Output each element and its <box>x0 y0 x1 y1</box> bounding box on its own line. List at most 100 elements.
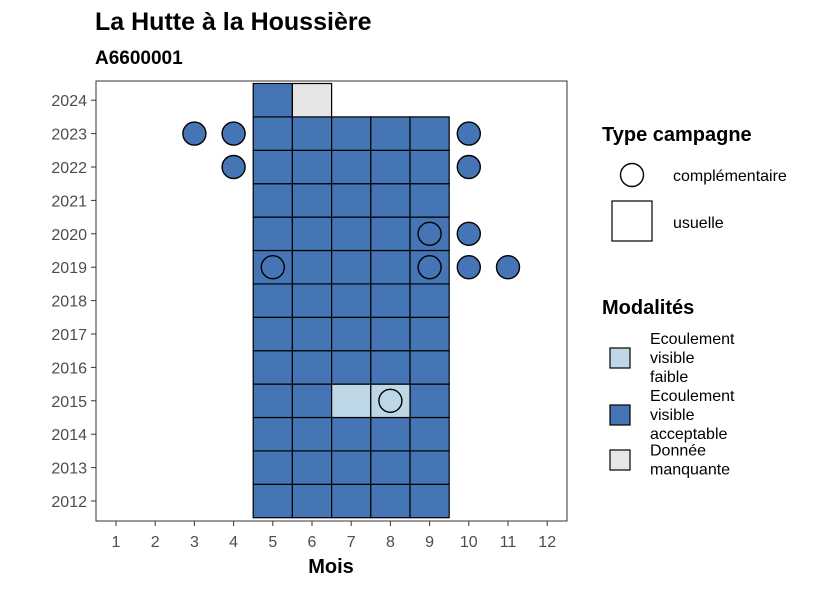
point-complementaire <box>221 121 246 146</box>
tile-usuelle <box>331 183 372 218</box>
y-tick-label: 2016 <box>51 360 87 377</box>
tile-usuelle <box>291 416 333 452</box>
tile-usuelle <box>370 116 411 151</box>
tile-usuelle <box>370 283 411 318</box>
chart-marks <box>182 82 521 519</box>
tile-usuelle <box>370 316 411 352</box>
x-tick-label: 1 <box>112 534 121 551</box>
legend-modalite-label: Ecoulement <box>650 331 735 348</box>
tile-usuelle <box>252 383 293 419</box>
tile-usuelle <box>331 249 372 285</box>
tile-usuelle <box>409 450 450 485</box>
tile-usuelle <box>331 350 372 385</box>
legend-type-title: Type campagne <box>602 124 752 146</box>
point-complementaire <box>417 255 442 280</box>
tile-usuelle <box>291 450 333 485</box>
x-tick-label: 2 <box>151 534 160 551</box>
x-tick-label: 5 <box>268 534 277 551</box>
tile-usuelle <box>291 216 333 252</box>
tile-usuelle <box>331 483 372 519</box>
legend-modalite-label: Donnée <box>650 443 706 460</box>
x-tick-label: 4 <box>229 534 238 551</box>
legend-label-complementaire: complémentaire <box>673 168 787 185</box>
tile-usuelle <box>370 183 411 218</box>
tile-usuelle <box>252 82 293 118</box>
tile-usuelle <box>252 283 293 318</box>
tile-usuelle <box>331 416 372 452</box>
tile-usuelle <box>331 149 372 185</box>
point-complementaire <box>495 255 521 280</box>
chart-title: La Hutte à la Houssière <box>95 8 372 36</box>
x-tick-label: 12 <box>538 534 556 551</box>
tile-usuelle <box>370 149 411 185</box>
x-axis-title: Mois <box>308 556 354 578</box>
legend-modalite-label: faible <box>650 369 688 386</box>
legend-swatch <box>609 347 631 369</box>
tile-usuelle <box>409 483 450 519</box>
legend-modalite-label: acceptable <box>650 426 727 443</box>
point-complementaire <box>221 154 246 180</box>
y-tick-label: 2012 <box>51 494 87 511</box>
legend-modalite-label: manquante <box>650 462 730 479</box>
y-tick-label: 2020 <box>51 227 87 244</box>
tile-usuelle <box>252 416 293 452</box>
tile-usuelle <box>331 216 372 252</box>
tile-usuelle <box>331 116 372 151</box>
legend-swatch <box>609 449 631 471</box>
tile-usuelle <box>291 283 333 318</box>
point-complementaire <box>456 255 481 280</box>
legend-modalites: Modalités Ecoulement visible faible Ecoulem… <box>602 297 735 479</box>
chart-subtitle: A6600001 <box>95 48 183 69</box>
y-tick-label: 2024 <box>51 93 87 110</box>
legend-type-campagne: Type campagne complémentaire usuelle <box>602 124 787 242</box>
tile-usuelle <box>291 316 333 352</box>
point-complementaire <box>417 221 442 247</box>
legend-square-key <box>611 200 653 242</box>
x-tick-label: 7 <box>347 534 356 551</box>
tile-usuelle <box>409 316 450 352</box>
tile-usuelle <box>252 149 293 185</box>
tile-usuelle <box>331 383 372 419</box>
y-tick-label: 2015 <box>51 394 87 411</box>
tile-usuelle <box>291 249 333 285</box>
tile-usuelle <box>409 416 450 452</box>
tile-usuelle <box>291 149 333 185</box>
tile-usuelle <box>291 483 333 519</box>
y-tick-label: 2018 <box>51 294 87 311</box>
tile-usuelle <box>252 183 293 218</box>
legend-circle-key <box>619 162 645 188</box>
tile-usuelle <box>409 183 450 218</box>
tile-layer <box>252 82 450 519</box>
legend-modalite-label: visible <box>650 350 695 367</box>
x-tick-label: 11 <box>500 534 517 551</box>
point-complementaire <box>378 388 403 413</box>
legend-swatch <box>609 404 631 426</box>
tile-usuelle <box>331 316 372 352</box>
chart-axes: 1 2 3 4 5 6 7 8 9 10 11 122012201320142015201620172… <box>51 80 568 551</box>
tile-usuelle <box>291 383 333 419</box>
y-tick-label: 2022 <box>51 160 87 177</box>
tile-usuelle <box>409 149 450 185</box>
y-tick-label: 2017 <box>51 327 87 344</box>
tile-usuelle <box>409 383 450 419</box>
x-tick-label: 6 <box>308 534 317 551</box>
x-tick-label: 3 <box>190 534 199 551</box>
tile-usuelle <box>291 82 333 118</box>
x-tick-label: 10 <box>460 534 478 551</box>
tile-usuelle <box>331 450 372 485</box>
tile-usuelle <box>409 350 450 385</box>
y-tick-label: 2014 <box>51 427 87 444</box>
point-complementaire <box>182 121 207 146</box>
tile-usuelle <box>252 216 293 252</box>
tile-usuelle <box>291 183 333 218</box>
y-tick-label: 2023 <box>51 127 87 144</box>
legend-modalite-label: Ecoulement <box>650 388 735 405</box>
tile-usuelle <box>252 316 293 352</box>
tile-usuelle <box>409 283 450 318</box>
tile-usuelle <box>409 116 450 151</box>
tile-usuelle <box>370 249 411 285</box>
tile-usuelle <box>252 483 293 519</box>
point-complementaire <box>260 255 285 280</box>
x-tick-label: 8 <box>386 534 395 551</box>
